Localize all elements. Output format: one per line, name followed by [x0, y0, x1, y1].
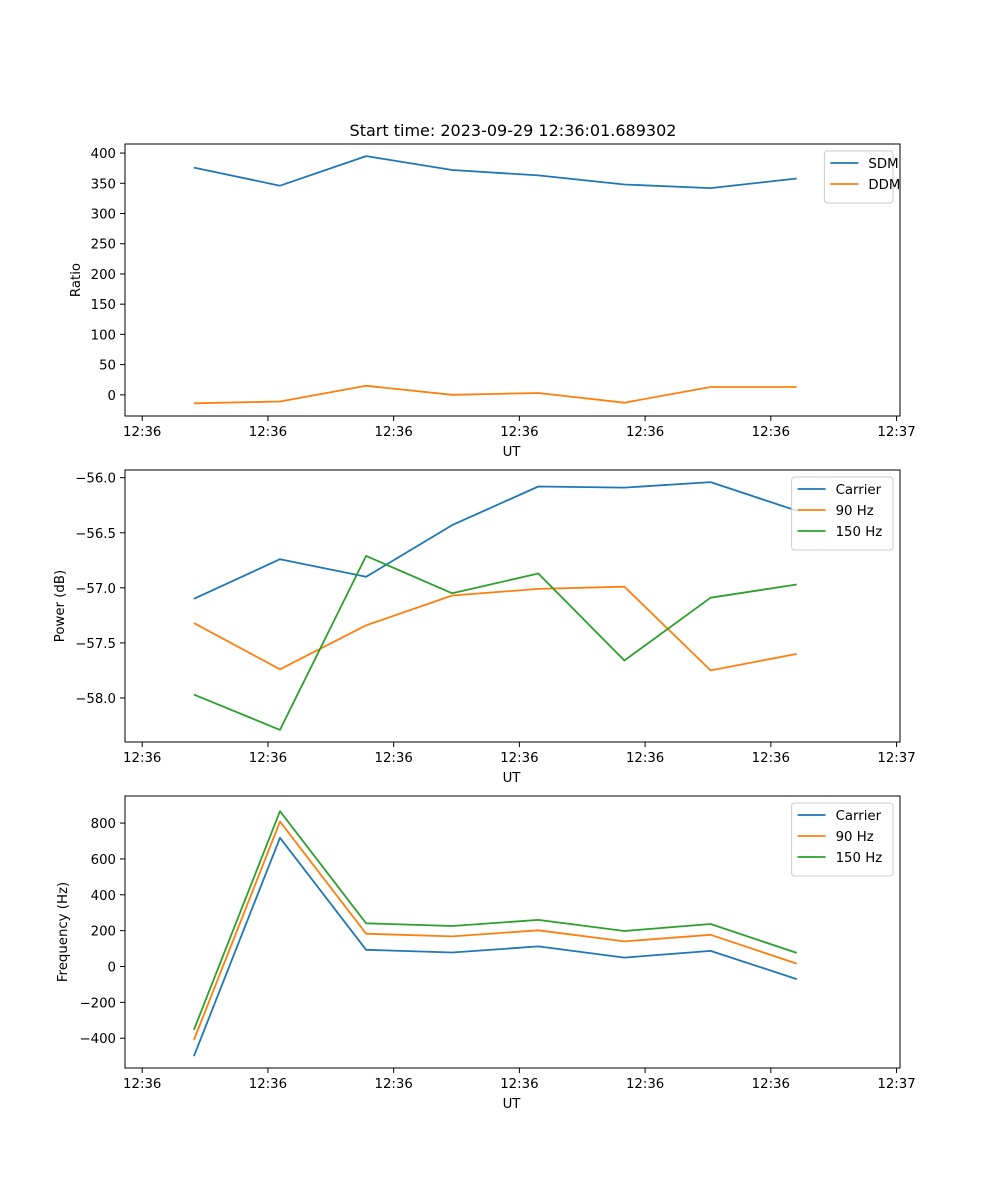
legend-label: Carrier	[836, 809, 882, 824]
y-tick-label: −56.5	[75, 527, 116, 542]
series-line-carrier	[193, 481, 797, 600]
y-tick-label: −200	[79, 996, 116, 1011]
y-tick-label: 150	[91, 298, 116, 313]
legend-box	[823, 150, 894, 204]
y-axis-label: Ratio	[69, 263, 84, 297]
y-tick-label: 0	[108, 961, 116, 976]
series-line-90-hz	[193, 820, 797, 1041]
x-tick-label: 12:36	[500, 751, 538, 766]
series-line-ddm	[193, 384, 797, 405]
subplot-2: 12:36 12:36 12:36 12:36 12:36 12:36 12:37 UT −58…	[53, 469, 916, 786]
x-tick-label: 12:36	[500, 425, 538, 440]
legend-label: 150 Hz	[836, 525, 883, 540]
legend: Carrier 90 Hz 150 Hz	[791, 476, 894, 551]
y-tick-label: 200	[91, 925, 116, 940]
legend-label: 150 Hz	[836, 851, 883, 866]
y-tick-label: 300	[91, 208, 116, 223]
x-axis-label: UT	[503, 771, 522, 786]
x-tick-label: 12:36	[123, 1077, 161, 1092]
x-axis-label: UT	[503, 1097, 522, 1112]
x-tick-label: 12:36	[249, 1077, 287, 1092]
x-axis-label: UT	[503, 445, 522, 460]
y-tick-label: 350	[91, 177, 116, 192]
y-tick-label: 100	[91, 328, 116, 343]
x-tick-label: 12:36	[375, 425, 413, 440]
subplot-3: 12:36 12:36 12:36 12:36 12:36 12:36 12:37 UT −40…	[56, 795, 916, 1112]
x-tick-label: 12:36	[249, 751, 287, 766]
y-tick-label: −57.0	[75, 582, 116, 597]
plot-area-frame	[124, 469, 901, 743]
x-tick-label: 12:37	[877, 1077, 915, 1092]
y-tick-label: −57.5	[75, 637, 116, 652]
y-tick-label: −56.0	[75, 472, 116, 487]
x-tick-label: 12:36	[626, 425, 664, 440]
y-tick-label: 600	[91, 853, 116, 868]
legend-label: DDM	[868, 178, 900, 193]
chart-title: Start time: 2023-09-29 12:36:01.689302	[350, 121, 677, 140]
series-line-90-hz	[193, 585, 797, 672]
y-tick-label: 200	[91, 268, 116, 283]
legend: Carrier 90 Hz 150 Hz	[791, 802, 894, 877]
plot-area-frame	[124, 795, 901, 1069]
charts-container: 12:36 12:36 12:36 12:36 12:36 12:36 12:37 UT 0 50…	[53, 143, 916, 1112]
series-line-150-hz	[193, 555, 797, 731]
legend-label: Carrier	[836, 483, 882, 498]
x-tick-label: 12:37	[877, 751, 915, 766]
x-tick-label: 12:36	[123, 425, 161, 440]
series-line-carrier	[193, 836, 797, 1057]
y-tick-label: 800	[91, 817, 116, 832]
x-tick-label: 12:37	[877, 425, 915, 440]
y-tick-label: −58.0	[75, 692, 116, 707]
series-line-sdm	[193, 155, 797, 190]
subplot-1: 12:36 12:36 12:36 12:36 12:36 12:36 12:37 UT 0 50…	[69, 143, 916, 460]
legend-label: 90 Hz	[836, 504, 874, 519]
x-tick-label: 12:36	[752, 1077, 790, 1092]
x-tick-label: 12:36	[626, 1077, 664, 1092]
legend-label: SDM	[868, 157, 898, 172]
x-tick-label: 12:36	[752, 751, 790, 766]
x-tick-label: 12:36	[375, 751, 413, 766]
y-tick-label: 250	[91, 238, 116, 253]
y-tick-label: −400	[79, 1032, 116, 1047]
y-tick-label: 50	[99, 359, 116, 374]
y-tick-label: 0	[108, 389, 116, 404]
y-axis-label: Frequency (Hz)	[56, 882, 71, 982]
x-tick-label: 12:36	[123, 751, 161, 766]
series-line-150-hz	[193, 810, 797, 1031]
x-tick-label: 12:36	[626, 751, 664, 766]
y-tick-label: 400	[91, 889, 116, 904]
x-tick-label: 12:36	[375, 1077, 413, 1092]
x-tick-label: 12:36	[752, 425, 790, 440]
x-tick-label: 12:36	[500, 1077, 538, 1092]
legend-label: 90 Hz	[836, 830, 874, 845]
y-tick-label: 400	[91, 147, 116, 162]
plot-area-frame	[124, 143, 901, 417]
y-axis-label: Power (dB)	[53, 570, 68, 642]
x-tick-label: 12:36	[249, 425, 287, 440]
legend: SDM DDM	[823, 150, 900, 204]
